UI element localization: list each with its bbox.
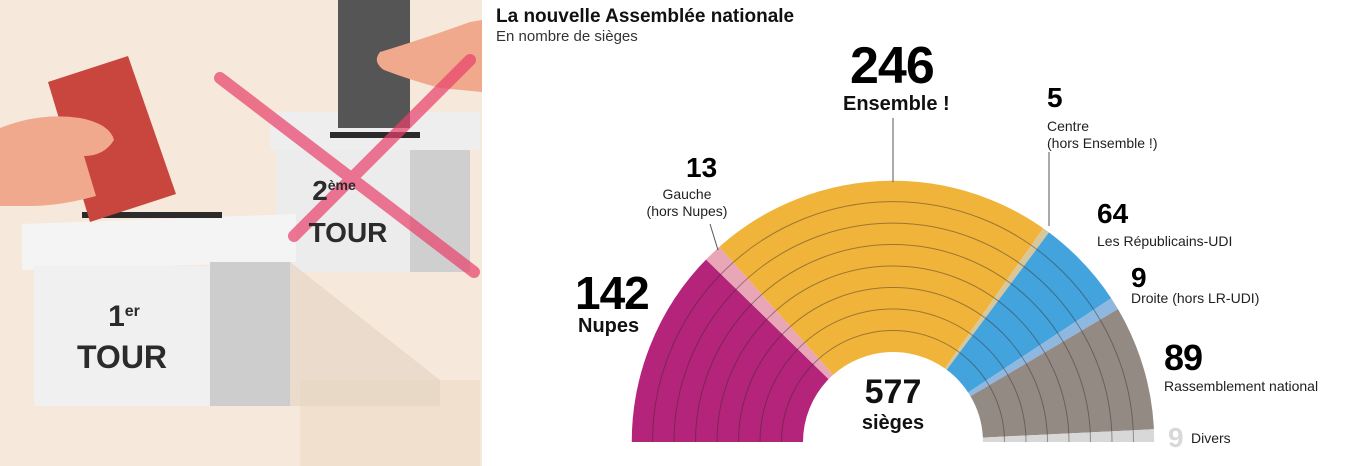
hemicycle-segment-divers	[982, 429, 1155, 442]
left-hand	[0, 116, 114, 206]
hemicycle-segment-ensemble	[718, 180, 1044, 375]
hemicycle-segment-gauche	[705, 246, 834, 380]
hemicycle-row-line	[673, 222, 1113, 443]
hemicycle-segment-droite	[968, 297, 1119, 397]
hemicycle-segment-rn	[970, 308, 1155, 438]
ensemble-value: 246	[850, 37, 935, 95]
chart-title: La nouvelle Assemblée nationale	[496, 6, 795, 27]
rn-label: Rassemblement national	[1164, 378, 1319, 394]
box1-tour-label: TOUR	[77, 339, 167, 375]
centre-label-line2: (hors Ensemble !)	[1047, 134, 1158, 151]
hemicycle-segment-lr	[946, 231, 1112, 393]
hemicycle-row-line	[652, 201, 1134, 443]
centre-value: 5	[1047, 82, 1063, 113]
gauche-label-line1: Gauche	[662, 186, 712, 202]
lr-label: Les Républicains-UDI	[1097, 233, 1233, 249]
total-seats-value: 577	[864, 373, 922, 411]
hemicycle-segment-centre	[944, 227, 1050, 370]
ballot-box-first-round	[22, 212, 440, 406]
centre-label-line1: Centre	[1047, 118, 1090, 134]
total-seats-label: sièges	[861, 412, 925, 434]
gauche-value: 13	[686, 152, 718, 183]
cross-out-mark	[214, 54, 480, 278]
hemicycle-center	[805, 354, 981, 442]
droite-value: 9	[1131, 262, 1147, 293]
hemicycle-row-line	[695, 244, 1091, 443]
divers-label: Divers	[1191, 430, 1231, 446]
leader-line-0	[709, 223, 719, 251]
hemicycle-row-line	[738, 287, 1048, 443]
droite-label: Droite (hors LR-UDI)	[1131, 290, 1260, 306]
divers-value: 9	[1168, 422, 1184, 453]
ensemble-label: Ensemble !	[843, 93, 950, 115]
nupes-value: 142	[575, 267, 650, 319]
rn-value: 89	[1164, 337, 1203, 378]
hemicycle-row-line	[716, 265, 1070, 443]
chart-subtitle: En nombre de sièges	[496, 28, 638, 45]
box1-number: 1er	[108, 300, 140, 333]
hemicycle-chart	[630, 118, 1156, 443]
ballot-illustration: 1er TOUR 2ème TOUR	[0, 0, 482, 466]
box2-number: 2ème	[312, 175, 356, 206]
box2-tour-label: TOUR	[309, 217, 388, 248]
hemicycle-row-line	[781, 330, 1005, 443]
nupes-label: Nupes	[578, 315, 640, 337]
centre-label: Centre (hors Ensemble !)	[1047, 118, 1157, 152]
gauche-label: Gauche (hors Nupes)	[627, 186, 747, 220]
hemicycle-segment-nupes	[631, 259, 829, 442]
gauche-label-line2: (hors Nupes)	[646, 202, 728, 219]
lr-value: 64	[1097, 198, 1129, 229]
hemicycle-row-line	[759, 308, 1027, 443]
